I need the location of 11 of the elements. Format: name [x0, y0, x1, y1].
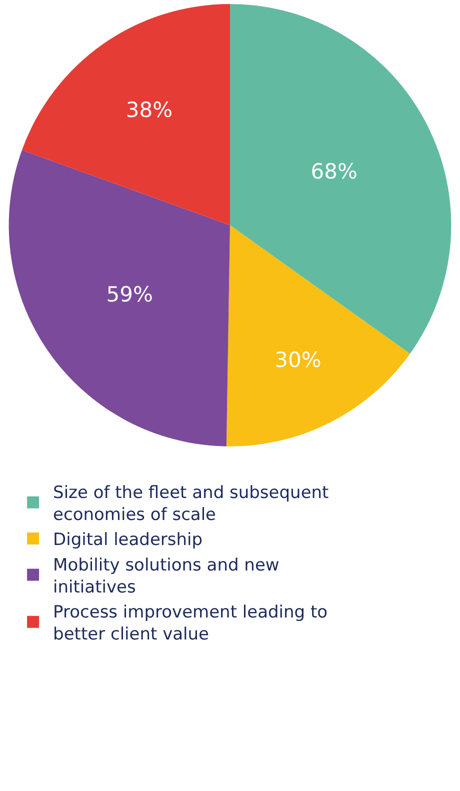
pie-slice: [8, 150, 230, 446]
data-label: 68%: [310, 160, 358, 184]
pie-slice: [226, 225, 410, 446]
legend-label: Digital leadership: [53, 530, 203, 550]
data-label: 59%: [106, 282, 153, 306]
data-label: 38%: [126, 98, 173, 122]
data-label: 30%: [274, 348, 322, 372]
legend-label: Size of the fleet and subsequent economies of scale: [53, 482, 330, 526]
legend-label: Mobility solutions and new initiatives: [53, 555, 280, 598]
legend-label: Process improvement leading to better client value: [53, 602, 328, 645]
pie-slice: [22, 4, 230, 226]
